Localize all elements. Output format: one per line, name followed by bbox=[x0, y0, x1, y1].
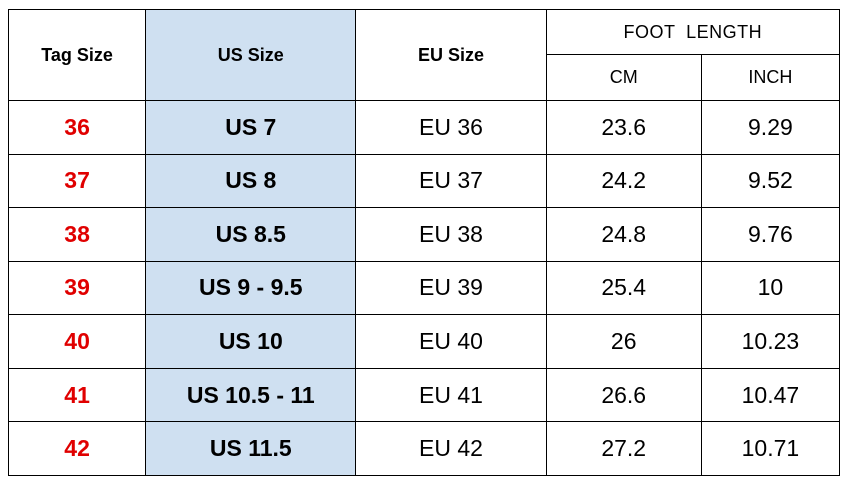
us-size-cell: US 8 bbox=[145, 153, 357, 209]
cm-cell: 24.8 bbox=[545, 207, 702, 262]
eu-size-cell: EU 40 bbox=[355, 314, 547, 369]
eu-size-cell: EU 42 bbox=[355, 421, 547, 476]
inch-cell: 9.76 bbox=[700, 207, 841, 262]
inch-cell: 10.71 bbox=[700, 421, 841, 476]
table-row: 36 US 7 EU 36 23.6 9.29 bbox=[7, 100, 841, 155]
inch-cell: 10.47 bbox=[700, 367, 841, 423]
tag-size-cell: 37 bbox=[7, 153, 147, 209]
cm-cell: 26.6 bbox=[545, 367, 702, 423]
header-eu-size: EU Size bbox=[355, 9, 547, 101]
header-tag-size: Tag Size bbox=[7, 9, 147, 101]
header-row-sub: CM INCH bbox=[9, 54, 841, 101]
cm-cell: 25.4 bbox=[545, 260, 702, 316]
us-size-cell: US 10 bbox=[145, 314, 357, 369]
table-row: 38 US 8.5 EU 38 24.8 9.76 bbox=[7, 207, 841, 262]
table-row: 40 US 10 EU 40 26 10.23 bbox=[7, 314, 841, 369]
tag-size-cell: 42 bbox=[7, 421, 147, 476]
table-row: 41 US 10.5 - 11 EU 41 26.6 10.47 bbox=[7, 367, 841, 423]
tag-size-cell: 41 bbox=[7, 367, 147, 423]
us-size-cell: US 9 - 9.5 bbox=[145, 260, 357, 316]
table-row: 39 US 9 - 9.5 EU 39 25.4 10 bbox=[7, 260, 841, 316]
eu-size-cell: EU 36 bbox=[355, 100, 547, 155]
eu-size-cell: EU 41 bbox=[355, 367, 547, 423]
eu-size-cell: EU 37 bbox=[355, 153, 547, 209]
inch-cell: 9.52 bbox=[700, 153, 841, 209]
table-row: 42 US 11.5 EU 42 27.2 10.71 bbox=[7, 421, 841, 476]
eu-size-cell: EU 39 bbox=[355, 260, 547, 316]
tag-size-cell: 39 bbox=[7, 260, 147, 316]
header-us-size: US Size bbox=[145, 9, 357, 101]
cm-cell: 27.2 bbox=[545, 421, 702, 476]
tag-size-cell: 38 bbox=[7, 207, 147, 262]
us-size-cell: US 11.5 bbox=[145, 421, 357, 476]
header-inch: INCH bbox=[700, 54, 841, 101]
tag-size-cell: 36 bbox=[7, 100, 147, 155]
cm-cell: 23.6 bbox=[545, 100, 702, 155]
us-size-cell: US 8.5 bbox=[145, 207, 357, 262]
cm-cell: 26 bbox=[545, 314, 702, 369]
inch-cell: 10.23 bbox=[700, 314, 841, 369]
header-foot-length: FOOT LENGTH bbox=[545, 9, 841, 55]
inch-cell: 10 bbox=[700, 260, 841, 316]
inch-cell: 9.29 bbox=[700, 100, 841, 155]
us-size-cell: US 7 bbox=[145, 100, 357, 155]
eu-size-cell: EU 38 bbox=[355, 207, 547, 262]
header-cm: CM bbox=[545, 54, 702, 101]
cm-cell: 24.2 bbox=[545, 153, 702, 209]
header-row-top: Tag Size US Size EU Size FOOT LENGTH bbox=[7, 9, 841, 101]
tag-size-cell: 40 bbox=[7, 314, 147, 369]
us-size-cell: US 10.5 - 11 bbox=[145, 367, 357, 423]
table-row: 37 US 8 EU 37 24.2 9.52 bbox=[7, 153, 841, 209]
size-chart-table: Tag Size US Size EU Size FOOT LENGTH CM … bbox=[7, 9, 841, 476]
